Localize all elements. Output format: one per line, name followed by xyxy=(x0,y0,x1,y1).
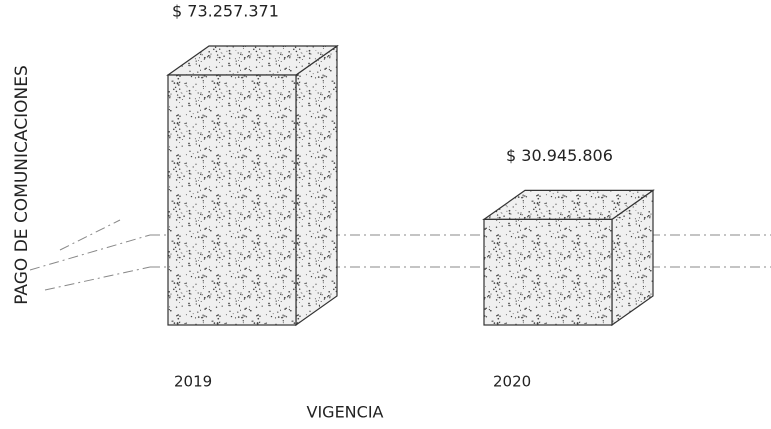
x-axis-label: VIGENCIA xyxy=(307,403,384,422)
value-label: $ 30.945.806 xyxy=(506,146,613,165)
value-label: $ 73.257.371 xyxy=(172,2,279,21)
y-axis-label: PAGO DE COMUNICACIONES xyxy=(12,65,32,305)
x-tick-label: 2019 xyxy=(174,373,212,391)
bar-side xyxy=(295,44,338,327)
x-tick-label: 2020 xyxy=(493,373,531,391)
bar xyxy=(483,218,613,326)
bar xyxy=(167,74,297,326)
floor-lines xyxy=(29,219,771,291)
